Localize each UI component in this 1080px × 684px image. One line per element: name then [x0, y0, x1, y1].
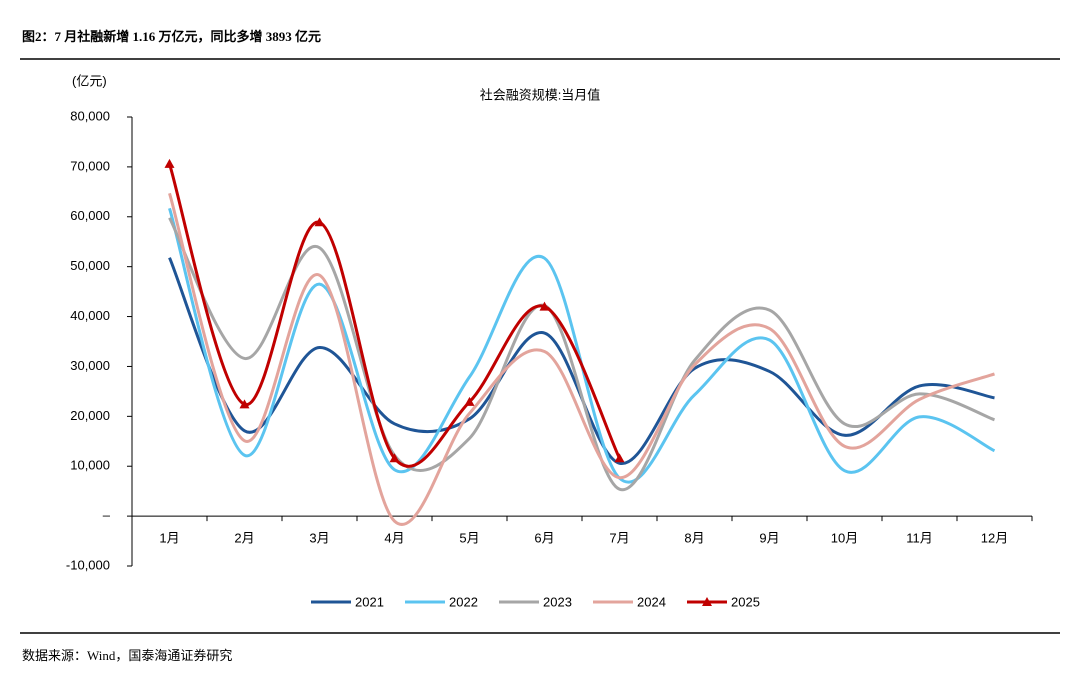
legend-label: 2021 [355, 594, 384, 609]
x-tick-label: 4月 [384, 531, 404, 546]
point-marker [464, 396, 475, 406]
point-marker [614, 453, 625, 463]
y-tick-label: 10,000 [70, 458, 110, 473]
series-line [168, 207, 996, 484]
y-tick-label: -10,000 [66, 557, 110, 572]
y-tick-label: – [103, 508, 111, 523]
x-tick-label: 8月 [684, 531, 704, 546]
legend-label: 2024 [637, 594, 666, 609]
x-tick-label: 7月 [609, 531, 629, 546]
y-tick-label: 60,000 [70, 208, 110, 223]
x-tick-label: 12月 [981, 531, 1008, 546]
y-tick-label: 80,000 [70, 108, 110, 123]
x-tick-label: 10月 [831, 531, 858, 546]
x-tick-label: 6月 [534, 531, 554, 546]
series-line [168, 217, 996, 491]
y-tick-label: 30,000 [70, 358, 110, 373]
series-line [168, 257, 995, 465]
y-tick-label: 20,000 [70, 408, 110, 423]
legend-label: 2025 [731, 594, 760, 609]
page-title: 图2：7 月社融新增 1.16 万亿元，同比多增 3893 亿元 [22, 29, 321, 44]
point-marker [389, 453, 400, 463]
y-axis-unit: (亿元) [72, 73, 107, 88]
x-tick-label: 5月 [459, 531, 479, 546]
x-tick-label: 2月 [234, 531, 254, 546]
legend-label: 2023 [543, 594, 572, 609]
x-tick-label: 11月 [906, 531, 933, 546]
source-note: 数据来源：Wind，国泰海通证券研究 [22, 648, 232, 663]
x-tick-label: 3月 [309, 531, 329, 546]
legend-label: 2022 [449, 594, 478, 609]
chart-title: 社会融资规模:当月值 [480, 87, 601, 102]
point-marker [239, 399, 250, 409]
point-marker [539, 301, 550, 311]
legend-marker [702, 597, 712, 606]
series-line [168, 192, 995, 526]
y-tick-label: 40,000 [70, 308, 110, 323]
x-tick-label: 9月 [759, 531, 779, 546]
x-tick-label: 1月 [159, 531, 179, 546]
point-marker [314, 217, 325, 227]
y-tick-label: 70,000 [70, 158, 110, 173]
y-tick-label: 50,000 [70, 258, 110, 273]
point-marker [164, 158, 175, 168]
